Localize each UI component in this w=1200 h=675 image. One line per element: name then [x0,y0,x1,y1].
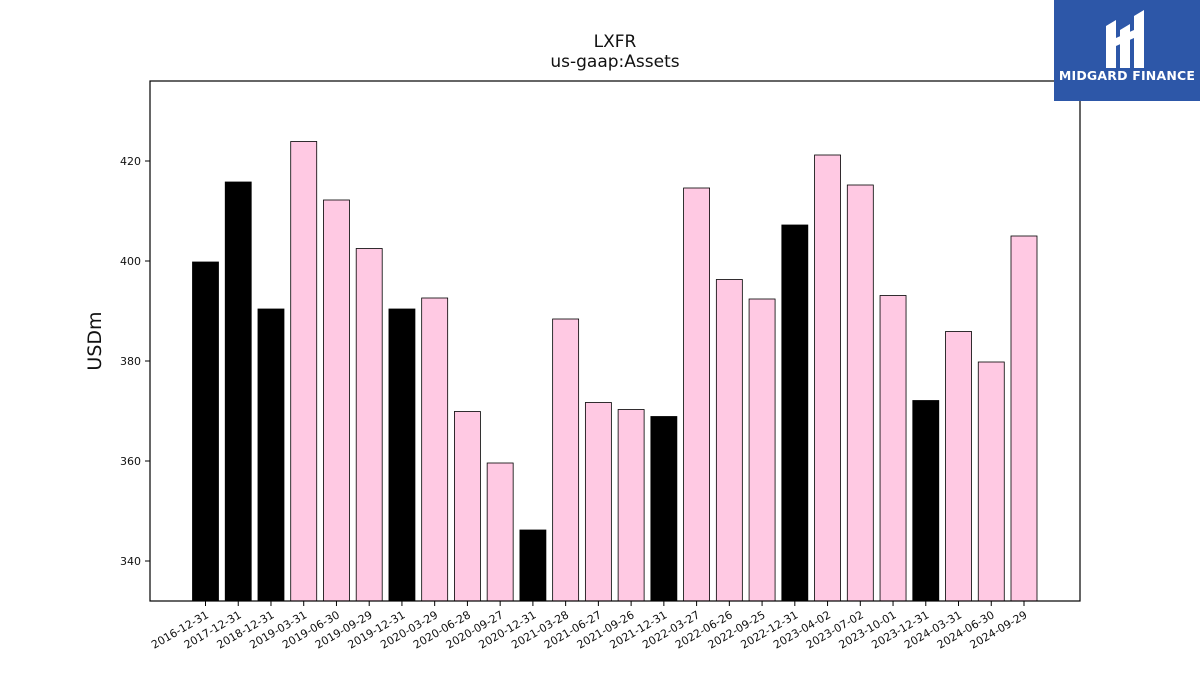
bar [617,409,645,602]
bar [879,295,907,602]
chart-subtitle: us-gaap:Assets [550,52,680,72]
bar [748,298,776,602]
y-tick-label: 420 [120,155,141,168]
y-tick-label: 380 [120,355,141,368]
bar [290,141,318,602]
bar [454,411,481,602]
midgard-logo-icon [1106,10,1144,68]
bar [781,224,809,602]
bar [552,318,580,602]
chart-title: LXFR [593,32,637,52]
bar [846,184,874,602]
bar [683,187,710,602]
y-tick-label: 340 [120,555,141,568]
bar [421,297,449,602]
brand-logo: MIDGARD FINANCE [1054,0,1200,101]
bar [584,402,612,602]
bar [323,199,350,602]
bar [486,462,514,602]
y-tick-label: 360 [120,455,141,468]
bar [715,279,743,602]
bar [912,400,940,602]
y-tick-label: 400 [120,255,141,268]
bar [814,154,841,602]
bar [192,261,219,602]
bar [945,331,972,602]
bar [650,416,678,602]
plot-frame [149,80,1081,602]
bar [1010,235,1038,602]
bar [355,248,383,602]
y-axis-label: USDm [84,311,106,370]
logo-text: MIDGARD FINANCE [1058,68,1196,83]
bar [224,181,252,602]
bar [977,361,1005,602]
bar [519,529,547,602]
bar [257,308,285,602]
bar [388,308,416,602]
